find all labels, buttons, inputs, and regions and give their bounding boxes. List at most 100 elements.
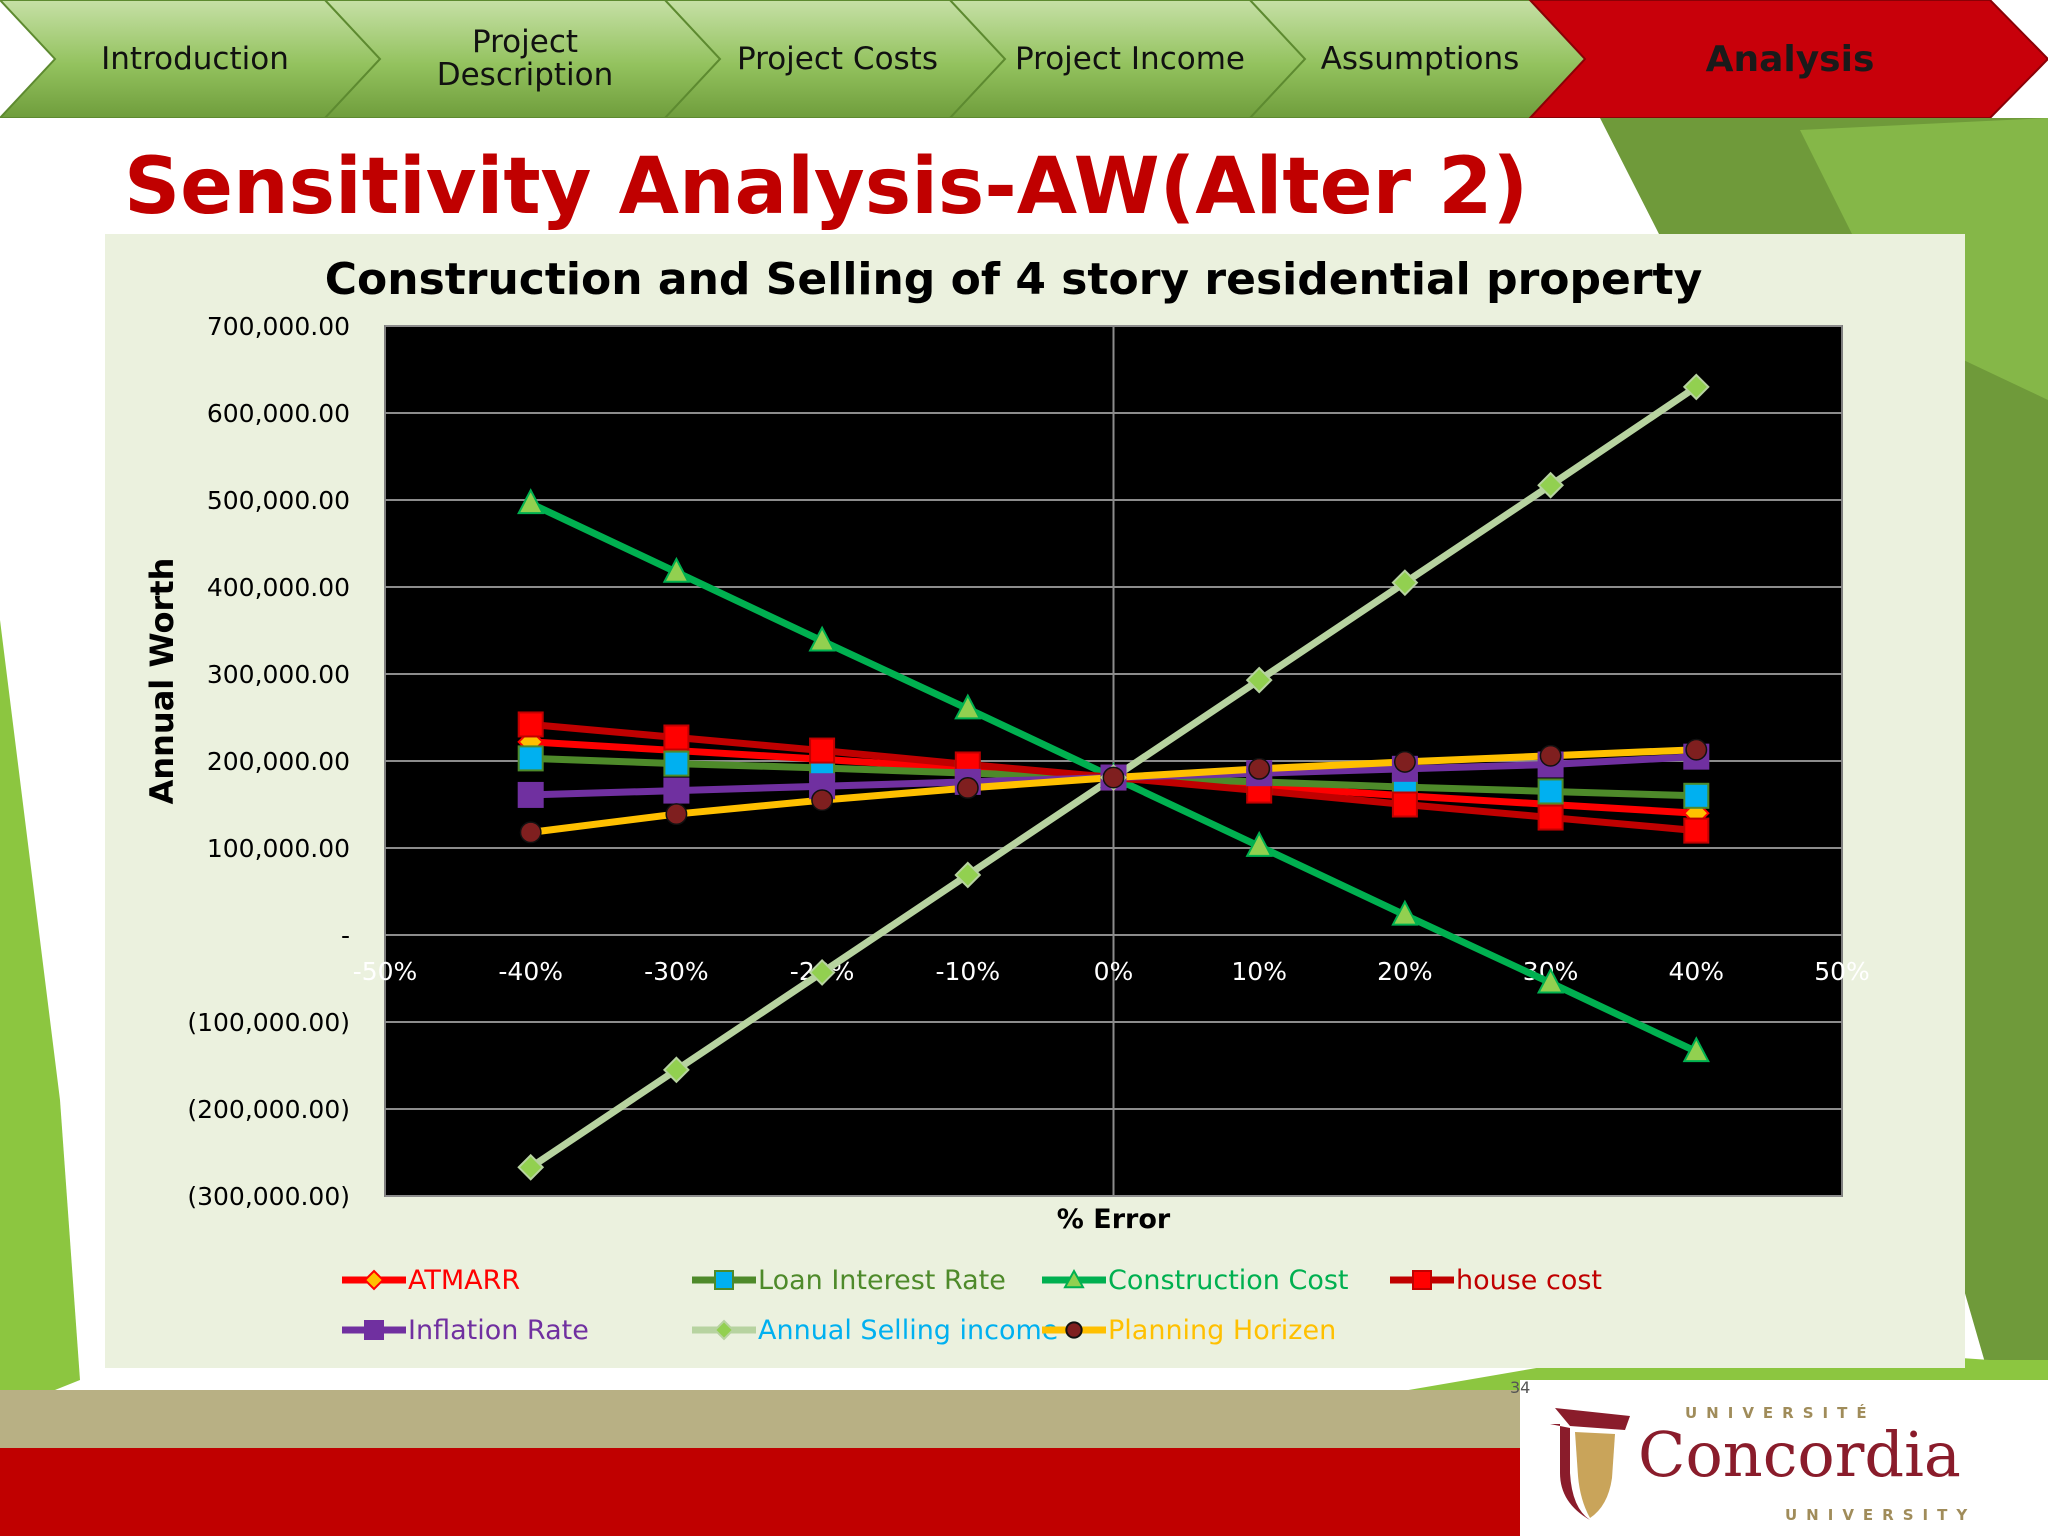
- x-axis-title: % Error: [1057, 1204, 1171, 1235]
- data-point-annual-selling-income: [662, 1056, 690, 1084]
- data-point-loan-interest-rate: [1683, 782, 1710, 809]
- data-point-planning-horizen: [811, 789, 834, 812]
- logo-name: Concordia: [1638, 1418, 1961, 1491]
- left-green-band: [0, 620, 80, 1400]
- sensitivity-chart: Construction and Selling of 4 story resi…: [143, 254, 1870, 1235]
- y-tick-label: (300,000.00): [187, 1182, 350, 1211]
- data-point-planning-horizen: [1685, 738, 1708, 761]
- legend-label-inflation-rate: Inflation Rate: [408, 1314, 589, 1346]
- x-tick-label: 0%: [1094, 957, 1134, 986]
- logo-crest-shield: [1575, 1432, 1615, 1518]
- data-point-annual-selling-income: [954, 861, 982, 889]
- legend-label-atmarr: ATMARR: [408, 1264, 521, 1296]
- legend-item-annual-selling-income: Annual Selling income: [690, 1310, 1058, 1350]
- nav-tab-project-costs[interactable]: Project Costs: [737, 40, 938, 77]
- nav-tab-analysis[interactable]: Analysis: [1705, 38, 1875, 80]
- logo-top-text: UNIVERSITÉ: [1685, 1403, 1876, 1422]
- data-point-construction-cost: [1682, 1036, 1710, 1063]
- data-point-planning-horizen: [1248, 757, 1271, 780]
- bottom-bar-red: [0, 1448, 1520, 1536]
- data-point-annual-selling-income: [808, 958, 836, 986]
- legend-label-annual-selling-income: Annual Selling income: [758, 1314, 1059, 1346]
- y-tick-label: 500,000.00: [207, 486, 350, 515]
- y-tick-label: -: [341, 921, 350, 950]
- data-point-annual-selling-income: [1682, 373, 1710, 401]
- y-tick-label: 700,000.00: [207, 312, 350, 341]
- x-tick-label: 50%: [1814, 957, 1870, 986]
- data-point-loan-interest-rate: [1537, 778, 1564, 805]
- data-point-annual-selling-income: [517, 1153, 545, 1181]
- nav-chevron-analysis[interactable]: [1528, 0, 2048, 118]
- legend-swatch-loan-interest-rate: [692, 1270, 756, 1290]
- data-point-construction-cost: [1245, 830, 1273, 857]
- data-point-loan-interest-rate: [663, 750, 690, 777]
- x-tick-label: -30%: [644, 957, 709, 986]
- page-number: 34: [1510, 1378, 1531, 1397]
- nav-tab-project-description[interactable]: Project Description: [436, 24, 614, 93]
- logo-bottom-text: UNIVERSITY: [1785, 1506, 1976, 1524]
- concordia-logo: UNIVERSITÉ Concordia UNIVERSITY: [1550, 1403, 1976, 1524]
- data-point-construction-cost: [517, 488, 545, 515]
- y-axis-title: Annual Worth: [143, 558, 181, 805]
- y-tick-label: 300,000.00: [207, 660, 350, 689]
- data-point-planning-horizen: [519, 821, 542, 844]
- data-point-house-cost: [1683, 817, 1710, 844]
- data-point-planning-horizen: [1393, 750, 1416, 773]
- x-tick-label: -40%: [498, 957, 563, 986]
- x-tick-label: -10%: [936, 957, 1001, 986]
- chart-title: Construction and Selling of 4 story resi…: [325, 254, 1703, 305]
- nav-chevron-project-income[interactable]: [948, 0, 1307, 118]
- legend-swatch-inflation-rate: [342, 1320, 406, 1340]
- legend-label-loan-interest-rate: Loan Interest Rate: [758, 1264, 1006, 1296]
- y-tick-label: 400,000.00: [207, 573, 350, 602]
- x-tick-label: -50%: [353, 957, 418, 986]
- x-tick-label: 20%: [1377, 957, 1433, 986]
- nav-chevron-introduction[interactable]: [0, 0, 382, 118]
- data-point-construction-cost: [808, 625, 836, 652]
- nav-tab-project-income[interactable]: Project Income: [1015, 40, 1245, 77]
- data-point-planning-horizen: [665, 803, 688, 826]
- nav-chevron-assumptions[interactable]: [1248, 0, 1587, 118]
- legend-item-planning-horizen: Planning Horizen: [1040, 1310, 1336, 1350]
- data-point-house-cost: [1537, 804, 1564, 831]
- legend-item-house-cost: house cost: [1388, 1260, 1602, 1300]
- data-point-planning-horizen: [1102, 766, 1125, 789]
- data-point-planning-horizen: [956, 777, 979, 799]
- y-tick-label: 100,000.00: [207, 834, 350, 863]
- x-tick-label: 10%: [1231, 957, 1287, 986]
- legend-swatch-atmarr: [342, 1269, 406, 1291]
- data-point-annual-selling-income: [1537, 471, 1565, 499]
- legend-swatch-house-cost: [1390, 1270, 1454, 1290]
- y-tick-label: 200,000.00: [207, 747, 350, 776]
- nav-tab-assumptions[interactable]: Assumptions: [1320, 40, 1520, 77]
- legend-item-inflation-rate: Inflation Rate: [340, 1310, 589, 1350]
- data-point-construction-cost: [1536, 967, 1565, 994]
- data-point-annual-selling-income: [1391, 569, 1419, 597]
- legend-label-planning-horizen: Planning Horizen: [1108, 1314, 1337, 1346]
- data-point-construction-cost: [954, 693, 982, 720]
- data-point-loan-interest-rate: [517, 745, 544, 772]
- legend-swatch-planning-horizen: [1042, 1321, 1106, 1339]
- data-point-house-cost: [517, 711, 544, 738]
- legend-item-atmarr: ATMARR: [340, 1260, 520, 1300]
- slide-title: Sensitivity Analysis-AW(Alter 2): [124, 142, 1529, 232]
- nav-chevron-project-costs[interactable]: [663, 0, 1007, 118]
- nav-chevron-bar: [0, 0, 2048, 118]
- x-tick-label: 40%: [1669, 957, 1725, 986]
- legend-swatch-construction-cost: [1042, 1268, 1106, 1289]
- logo-crest-top: [1555, 1408, 1630, 1430]
- bottom-bar-tan: [0, 1390, 1520, 1448]
- data-point-house-cost: [663, 724, 690, 751]
- data-point-house-cost: [809, 737, 836, 764]
- data-point-inflation-rate: [517, 781, 544, 808]
- legend-item-construction-cost: Construction Cost: [1040, 1260, 1349, 1300]
- data-point-house-cost: [1391, 791, 1418, 818]
- data-point-planning-horizen: [1539, 744, 1562, 767]
- legend-swatch-annual-selling-income: [692, 1319, 756, 1341]
- y-tick-label: (100,000.00): [187, 1008, 350, 1037]
- nav-tab-introduction[interactable]: Introduction: [101, 40, 289, 77]
- legend-label-construction-cost: Construction Cost: [1108, 1264, 1349, 1296]
- data-point-inflation-rate: [663, 777, 690, 804]
- data-point-construction-cost: [1391, 899, 1419, 926]
- nav-chevron-project-description[interactable]: [323, 0, 722, 118]
